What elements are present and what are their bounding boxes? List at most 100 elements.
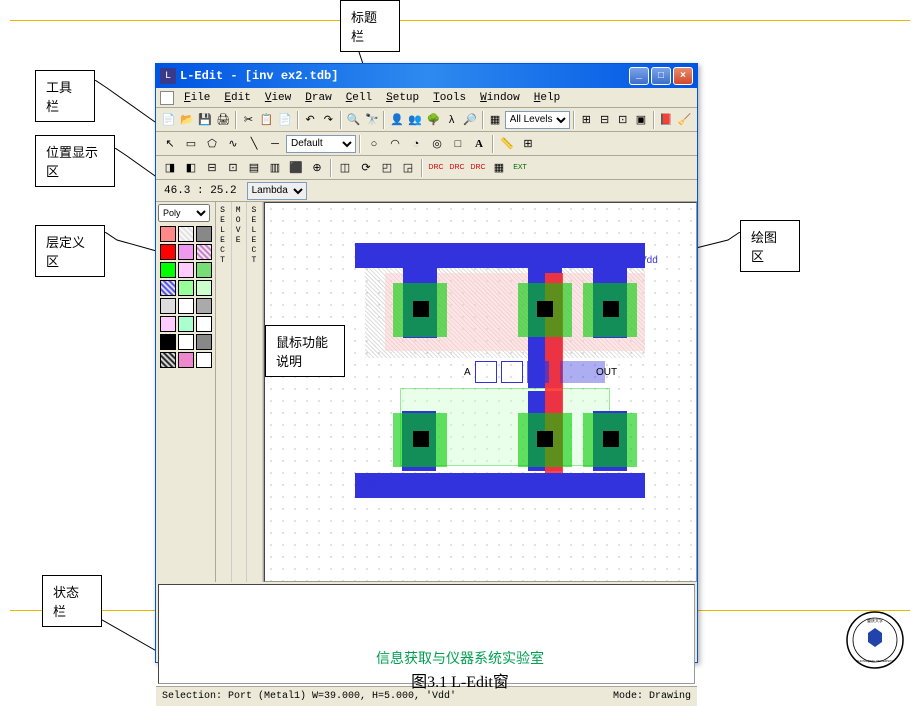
t3-1-icon[interactable]: ◨	[160, 158, 180, 178]
layer-swatch-21[interactable]	[160, 352, 176, 368]
layer-swatch-0[interactable]	[160, 226, 176, 242]
layer-swatch-3[interactable]	[160, 244, 176, 260]
eraser-icon[interactable]: 🧹	[676, 110, 693, 130]
menu-file[interactable]: File	[178, 90, 216, 106]
menu-draw[interactable]: Draw	[299, 90, 337, 106]
person-icon[interactable]: 👤	[388, 110, 405, 130]
ext-icon[interactable]: EXT	[510, 158, 530, 178]
find-icon[interactable]: 🔍	[345, 110, 362, 130]
layout-rect	[537, 431, 553, 447]
menu-help[interactable]: Help	[528, 90, 566, 106]
layer-swatch-14[interactable]	[196, 298, 212, 314]
tree-icon[interactable]: 🌳	[425, 110, 442, 130]
drc3-icon[interactable]: DRC	[468, 158, 488, 178]
t3-9-icon[interactable]: ◫	[335, 158, 355, 178]
menu-cell[interactable]: Cell	[340, 90, 378, 106]
redo-icon[interactable]: ↷	[320, 110, 337, 130]
torus-icon[interactable]: ◎	[427, 134, 447, 154]
layer-swatch-9[interactable]	[160, 280, 176, 296]
pointer-icon[interactable]: ↖	[160, 134, 180, 154]
menu-view[interactable]: View	[259, 90, 297, 106]
menu-edit[interactable]: Edit	[218, 90, 256, 106]
close-button[interactable]: ×	[673, 67, 693, 85]
drawing-canvas[interactable]: Vdd GND A OUT	[264, 202, 697, 582]
t3-4-icon[interactable]: ⊡	[223, 158, 243, 178]
stack-icon[interactable]: ▦	[487, 110, 504, 130]
arc-icon[interactable]: ◠	[385, 134, 405, 154]
t3-12-icon[interactable]: ◲	[398, 158, 418, 178]
figure-number: 图3.1 L-Edit窗	[0, 668, 920, 692]
titlebar[interactable]: L L-Edit - [inv ex2.tdb] _ □ ×	[156, 64, 697, 88]
person2-icon[interactable]: 👥	[407, 110, 424, 130]
lambda-icon[interactable]: λ	[443, 110, 460, 130]
grid-icon[interactable]: ⊞	[518, 134, 538, 154]
t3-6-icon[interactable]: ▥	[265, 158, 285, 178]
t3-3-icon[interactable]: ⊟	[202, 158, 222, 178]
print-icon[interactable]: 🖨	[215, 110, 232, 130]
layer-swatch-4[interactable]	[178, 244, 194, 260]
text-icon[interactable]: A	[469, 134, 489, 154]
t3-16-icon[interactable]: ▦	[489, 158, 509, 178]
poly-icon[interactable]: ⬠	[202, 134, 222, 154]
default-select[interactable]: Default	[286, 135, 356, 153]
book-icon[interactable]: 📕	[658, 110, 675, 130]
menu-tools[interactable]: Tools	[427, 90, 472, 106]
drc2-icon[interactable]: DRC	[447, 158, 467, 178]
status-selection: Selection: Port (Metal1) W=39.000, H=5.0…	[162, 691, 456, 702]
lab-name: 信息获取与仪器系统实验室	[0, 648, 920, 668]
line-icon[interactable]: ╲	[244, 134, 264, 154]
levels-select[interactable]: All Levels	[505, 111, 570, 129]
menu-setup[interactable]: Setup	[380, 90, 425, 106]
binoculars-icon[interactable]: 🔭	[363, 110, 380, 130]
layer-swatch-2[interactable]	[196, 226, 212, 242]
minimize-button[interactable]: _	[629, 67, 649, 85]
layer-swatch-22[interactable]	[178, 352, 194, 368]
zoom-icon[interactable]: 🔎	[461, 110, 478, 130]
layer-swatch-1[interactable]	[178, 226, 194, 242]
cut-icon[interactable]: ✂	[240, 110, 257, 130]
window4-icon[interactable]: ▣	[632, 110, 649, 130]
rect-icon[interactable]: ▭	[181, 134, 201, 154]
t3-8-icon[interactable]: ⊕	[307, 158, 327, 178]
t3-2-icon[interactable]: ◧	[181, 158, 201, 178]
undo-icon[interactable]: ↶	[302, 110, 319, 130]
layer-swatch-12[interactable]	[160, 298, 176, 314]
layer-swatch-15[interactable]	[160, 316, 176, 332]
t3-5-icon[interactable]: ▤	[244, 158, 264, 178]
layer-swatch-7[interactable]	[178, 262, 194, 278]
t3-7-icon[interactable]: ⬛	[286, 158, 306, 178]
save-icon[interactable]: 💾	[196, 110, 213, 130]
window1-icon[interactable]: ⊞	[578, 110, 595, 130]
layer-swatch-16[interactable]	[178, 316, 194, 332]
square-icon[interactable]: □	[448, 134, 468, 154]
layer-swatch-13[interactable]	[178, 298, 194, 314]
layer-swatch-23[interactable]	[196, 352, 212, 368]
layer-swatch-8[interactable]	[196, 262, 212, 278]
layer-swatch-17[interactable]	[196, 316, 212, 332]
t3-11-icon[interactable]: ◰	[377, 158, 397, 178]
maximize-button[interactable]: □	[651, 67, 671, 85]
layer-swatch-6[interactable]	[160, 262, 176, 278]
layer-dropdown[interactable]: Poly	[158, 204, 210, 222]
new-icon[interactable]: 📄	[160, 110, 177, 130]
layer-swatch-19[interactable]	[178, 334, 194, 350]
layer-swatch-10[interactable]	[178, 280, 194, 296]
path-icon[interactable]: ∿	[223, 134, 243, 154]
paste-icon[interactable]: 📄	[276, 110, 293, 130]
open-icon[interactable]: 📂	[178, 110, 195, 130]
window3-icon[interactable]: ⊡	[614, 110, 631, 130]
ruler-icon[interactable]: 📏	[497, 134, 517, 154]
t3-10-icon[interactable]: ⟳	[356, 158, 376, 178]
window2-icon[interactable]: ⊟	[596, 110, 613, 130]
layer-swatch-18[interactable]	[160, 334, 176, 350]
units-select[interactable]: Lambda	[247, 182, 307, 200]
layer-swatch-11[interactable]	[196, 280, 212, 296]
layer-swatch-20[interactable]	[196, 334, 212, 350]
copy-icon[interactable]: 📋	[258, 110, 275, 130]
circle-icon[interactable]: ○	[364, 134, 384, 154]
wire-icon[interactable]: ─	[265, 134, 285, 154]
layer-swatch-5[interactable]	[196, 244, 212, 260]
drc1-icon[interactable]: DRC	[426, 158, 446, 178]
menu-window[interactable]: Window	[474, 90, 526, 106]
pie-icon[interactable]: ◔	[406, 134, 426, 154]
